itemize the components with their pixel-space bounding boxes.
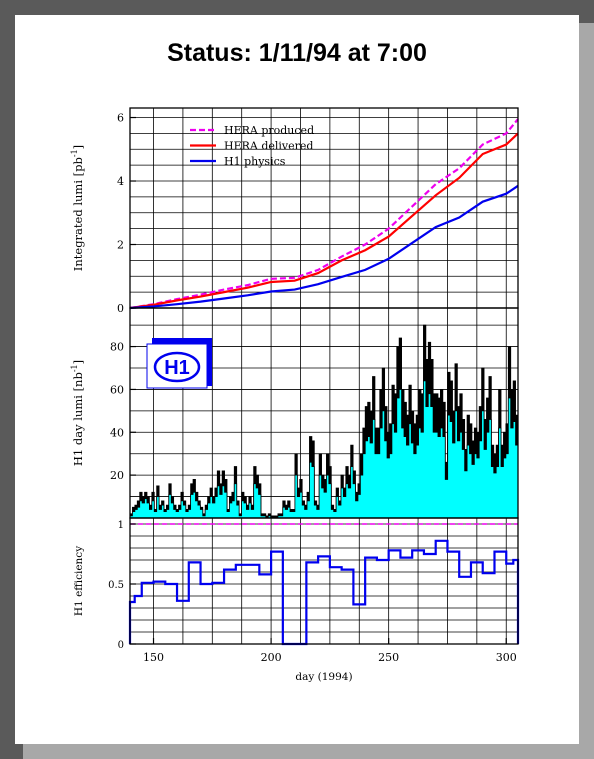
x-tick-label: 150 (143, 651, 164, 664)
integrated-lumi-panel: 0 2 4 6 HERA produced HERA delivered H1 physic… (70, 108, 519, 315)
legend-label: HERA produced (224, 124, 314, 137)
x-tick-label: 300 (496, 651, 517, 664)
day-lumi-panel: 20 40 60 80 H1 H1 day lumi [nb-1] (70, 308, 519, 519)
legend-label: HERA delivered (224, 140, 313, 153)
y-axis-label-end: ] (71, 145, 85, 150)
y-tick-label: 4 (117, 175, 124, 188)
y-tick-label: 80 (110, 341, 124, 354)
page-shadow-bottom (23, 744, 594, 759)
y-axis-label: Integrated lumi [pb-1] (70, 145, 85, 271)
report-page (15, 15, 579, 744)
legend-label: H1 physics (224, 155, 286, 168)
y-tick-label: 2 (117, 239, 124, 252)
logo-bar-top (152, 338, 210, 344)
y-axis-label-sup: -1 (70, 149, 79, 157)
x-tick-label: 200 (261, 651, 282, 664)
y-axis-label: H1 day lumi [nb-1] (70, 360, 85, 466)
series-line-hera-produced (129, 118, 519, 310)
y-tick-label: 60 (110, 383, 124, 396)
y-tick-label: 0 (118, 640, 124, 651)
efficiency-panel: 0 0.5 1 150 200 250 300 H1 efficiency day (1994) (73, 518, 520, 683)
efficiency-step-line (128, 539, 520, 646)
panel-frame (129, 517, 519, 645)
x-tick-label: 250 (378, 651, 399, 664)
logo-text: H1 (164, 357, 190, 379)
y-tick-label: 1 (118, 520, 124, 531)
page-shadow-right (579, 23, 594, 744)
series-line-hera-delivered (129, 132, 519, 310)
logo-ellipse (153, 351, 201, 383)
series-line-h1-physics (129, 184, 519, 310)
x-axis-label: day (1994) (295, 671, 352, 683)
logo-bar-right (206, 338, 212, 386)
y-tick-label: 0.5 (108, 580, 124, 591)
physics-bars (129, 380, 519, 519)
y-axis-label: H1 efficiency (73, 546, 85, 616)
y-tick-label: 0 (117, 302, 124, 315)
y-tick-label: 40 (110, 426, 124, 439)
y-axis-label-sup: -1 (70, 364, 79, 372)
panel-frame (129, 107, 519, 309)
y-tick-label: 6 (117, 112, 124, 125)
h1-logo: H1 (146, 338, 212, 389)
y-tick-label: 20 (110, 469, 124, 482)
y-axis-label-end: ] (71, 360, 85, 365)
page-title: Status: 1/11/94 at 7:00 (167, 39, 427, 67)
